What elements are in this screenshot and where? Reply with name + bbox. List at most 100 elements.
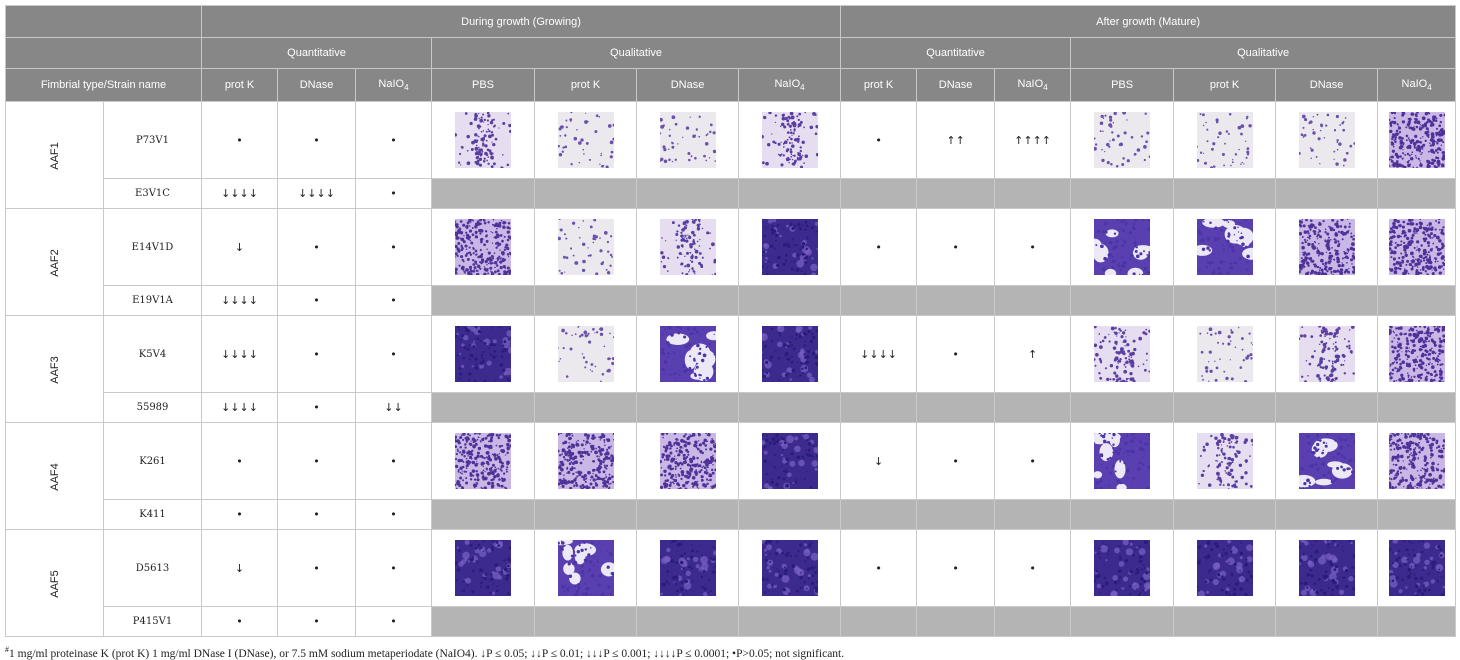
biofilm-stain-image <box>1196 540 1253 596</box>
biofilm-stain-image <box>557 540 614 596</box>
fimbrial-type: AAF5 <box>5 529 104 637</box>
significance-cell: • <box>201 101 278 179</box>
empty-grey-cell <box>1173 285 1277 316</box>
col-growing-quant-0: prot K <box>201 68 278 102</box>
empty-grey-cell <box>636 499 739 530</box>
biofilm-stain-image <box>455 112 511 168</box>
header-growing-qualitative: Qualitative <box>430 37 842 69</box>
stain-image-cell <box>1377 422 1457 500</box>
empty-grey-cell <box>534 606 637 637</box>
stain-image-cell <box>431 529 535 607</box>
empty-grey-cell <box>994 606 1072 637</box>
empty-grey-cell <box>431 499 535 530</box>
stain-image-cell <box>1377 529 1457 607</box>
biofilm-stain-image <box>455 433 511 489</box>
footnote-text: 1 mg/ml proteinase K (prot K) 1 mg/ml DN… <box>9 647 845 660</box>
empty-grey-cell <box>1275 606 1379 637</box>
stain-image-cell <box>737 101 842 179</box>
biofilm-stain-image <box>557 219 614 275</box>
stain-image-cell <box>737 422 842 500</box>
significance-cell: ↓ <box>840 422 918 500</box>
biofilm-stain-image <box>761 219 818 275</box>
strain-name: 55989 <box>103 392 202 423</box>
biofilm-stain-image <box>761 326 818 382</box>
empty-grey-cell <box>1070 285 1175 316</box>
fimbrial-type-label: AAF1 <box>48 142 61 170</box>
fimbrial-type: AAF4 <box>5 422 104 530</box>
col-growing-quant-1: DNase <box>277 68 356 102</box>
biofilm-stain-image <box>1388 540 1445 596</box>
stain-image-cell <box>534 315 637 393</box>
empty-grey-cell <box>737 178 842 209</box>
stain-image-cell <box>1173 315 1277 393</box>
biofilm-stain-image <box>761 112 818 168</box>
stain-image-cell <box>1275 101 1379 179</box>
col-growing-qual-1: prot K <box>534 68 637 102</box>
significance-cell: • <box>277 315 356 393</box>
stain-image-cell <box>636 529 739 607</box>
biofilm-stain-image <box>659 433 716 489</box>
stain-image-cell <box>1173 422 1277 500</box>
significance-cell: • <box>994 529 1072 607</box>
empty-grey-cell <box>534 499 637 530</box>
biofilm-stain-image <box>455 219 511 275</box>
stain-image-cell <box>534 529 637 607</box>
col-growing-qual-3: NaIO4 <box>737 68 842 102</box>
biofilm-stain-image <box>557 433 614 489</box>
empty-grey-cell <box>737 392 842 423</box>
col-mature-qual-3: NaIO4 <box>1377 68 1457 102</box>
significance-cell: ↓↓↓↓ <box>277 178 356 209</box>
biofilm-stain-image <box>659 112 716 168</box>
significance-cell: ↑↑ <box>916 101 996 179</box>
empty-grey-cell <box>636 285 739 316</box>
significance-cell: • <box>840 101 918 179</box>
empty-grey-cell <box>1070 606 1175 637</box>
biofilm-stain-image <box>761 540 818 596</box>
stain-image-cell <box>1173 208 1277 286</box>
table-row: AAF5 D5613 ↓ • • • • • <box>5 529 1457 637</box>
significance-cell: ↓ <box>201 208 278 286</box>
empty-grey-cell <box>840 499 918 530</box>
stain-image-cell <box>1173 529 1277 607</box>
empty-grey-cell <box>994 392 1072 423</box>
empty-grey-cell <box>1070 499 1175 530</box>
significance-cell: • <box>277 499 356 530</box>
table-row: P415V1 • • • <box>6 606 1457 637</box>
empty-grey-cell <box>994 499 1072 530</box>
significance-cell: • <box>916 422 996 500</box>
col-mature-quant-2: NaIO4 <box>994 68 1072 102</box>
stain-image-cell <box>1377 101 1457 179</box>
biofilm-stain-image <box>1094 219 1151 275</box>
biofilm-stain-image <box>1094 112 1151 168</box>
strain-name: E3V1C <box>103 178 202 209</box>
biofilm-stain-image <box>1094 326 1151 382</box>
col-mature-quant-0: prot K <box>840 68 918 102</box>
fimbrial-type-label: AAF4 <box>48 463 61 491</box>
stain-image-cell <box>534 101 637 179</box>
empty-grey-cell <box>1173 392 1277 423</box>
col-growing-qual-2: DNase <box>636 68 739 102</box>
header-mature: After growth (Mature) <box>840 5 1457 38</box>
significance-cell: • <box>277 392 356 423</box>
stain-image-cell <box>1070 101 1175 179</box>
fimbrial-type: AAF3 <box>5 315 104 423</box>
empty-grey-cell <box>431 178 535 209</box>
empty-grey-cell <box>840 606 918 637</box>
significance-cell: • <box>277 208 356 286</box>
strain-name: E14V1D <box>103 208 202 286</box>
biofilm-stain-image <box>1196 112 1253 168</box>
biofilm-stain-image <box>1196 219 1253 275</box>
significance-cell: • <box>840 208 918 286</box>
col-mature-qual-2: DNase <box>1275 68 1379 102</box>
empty-grey-cell <box>994 285 1072 316</box>
empty-grey-cell <box>431 392 535 423</box>
empty-grey-cell <box>534 392 637 423</box>
significance-cell: • <box>840 529 918 607</box>
stain-image-cell <box>636 422 739 500</box>
strain-name: P73V1 <box>103 101 202 179</box>
biofilm-stain-image <box>1388 112 1445 168</box>
biofilm-stain-image <box>1388 433 1445 489</box>
significance-cell: • <box>994 422 1072 500</box>
header-blank <box>5 5 202 38</box>
table-row: 55989 ↓↓↓↓ • ↓↓ <box>6 392 1457 423</box>
